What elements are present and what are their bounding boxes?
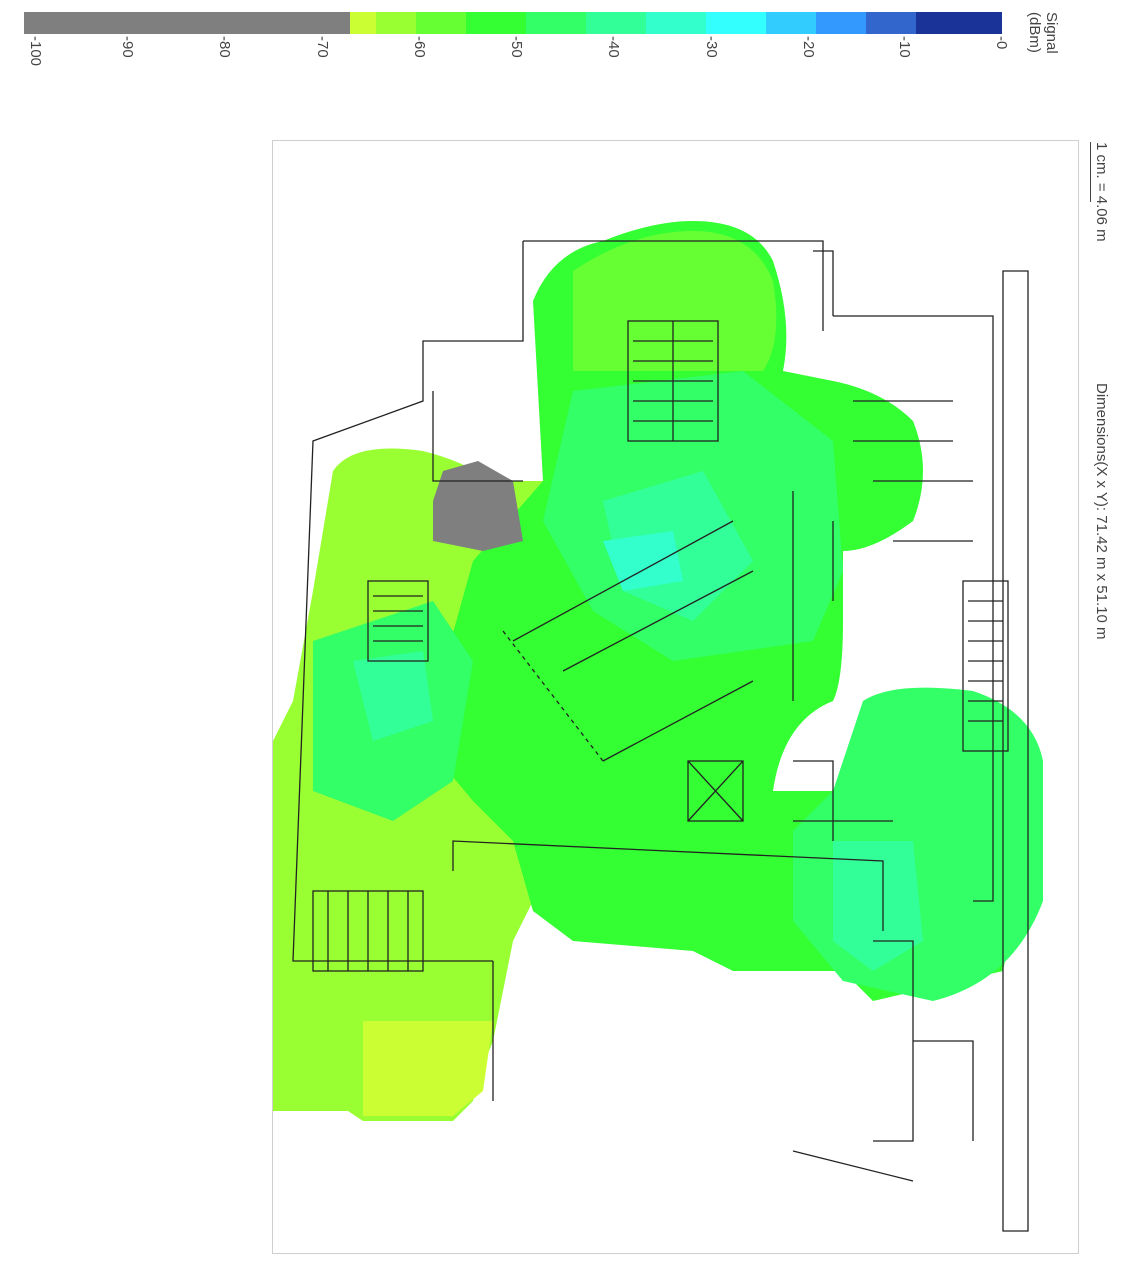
legend-seg-8 [706,12,766,34]
legend-tick: -30 [703,36,720,58]
legend-tick: -70 [314,36,331,58]
coverage-region [793,687,1043,1001]
legend-seg-5 [526,12,586,34]
legend-tick: -40 [605,36,622,58]
no-signal-region [433,461,523,551]
scale-bar [1090,142,1091,202]
legend-title-line2: (dBm) [1026,12,1043,53]
staircase [962,580,1009,752]
legend-tick: -100 [27,36,44,67]
coverage-region [363,1021,493,1116]
stair-steps [968,600,1003,722]
wall-outline [502,630,604,762]
elevator-cross [687,760,744,822]
wall-outline [793,760,893,841]
legend-colorbar [24,12,1002,34]
elevator [687,760,744,822]
signal-legend [24,12,1002,34]
legend-seg-12 [916,12,1002,34]
wall-outline [792,491,834,701]
legend-tick: -60 [411,36,428,58]
legend-seg-10 [816,12,866,34]
wall-outline [1002,270,1029,1232]
wall-outline [602,680,754,762]
wall-outline [813,250,834,316]
legend-tick: -50 [508,36,525,58]
stair-steps [327,891,409,971]
legend-seg-1 [350,12,376,34]
stair-steps [633,321,713,441]
legend-tick: -0 [993,36,1010,50]
legend-seg-3 [416,12,466,34]
legend-tick: -90 [119,36,136,58]
coverage-region [273,971,363,1111]
legend-seg-no-signal [24,12,350,34]
legend-seg-7 [646,12,706,34]
wall-outline [913,1040,974,1141]
floor-plan [292,240,1029,1232]
legend-seg-9 [766,12,816,34]
coverage-region [573,231,777,371]
legend-seg-11 [866,12,916,34]
heatmap-floorplan [273,221,1043,1232]
legend-seg-4 [466,12,526,34]
legend-title-line1: Signal [1043,12,1060,54]
wall-outline [562,570,754,672]
scale-label: 1 cm. = 4.06 m [1093,142,1110,242]
legend-seg-6 [586,12,646,34]
legend-tick: -10 [896,36,913,58]
wall-outline [512,520,734,642]
coverage-heatmap [273,221,1043,1121]
stair-steps [373,595,423,642]
coverage-region [603,531,683,591]
wall-outline [432,391,523,482]
coverage-map [272,140,1079,1254]
legend-tick: -20 [800,36,817,58]
wall-outline [833,315,994,902]
staircase [367,580,429,662]
wall-outline [452,840,884,931]
coverage-region [833,841,923,971]
dimensions-label: Dimensions(X x Y): 71.42 m x 51.10 m [1093,383,1110,640]
legend-seg-2 [376,12,416,34]
legend-tick: -80 [216,36,233,58]
wall-outline [523,240,824,331]
wall-outline [292,241,524,962]
coverage-region [353,651,433,741]
wall-outline [853,400,973,542]
wall-outline [792,1150,914,1182]
